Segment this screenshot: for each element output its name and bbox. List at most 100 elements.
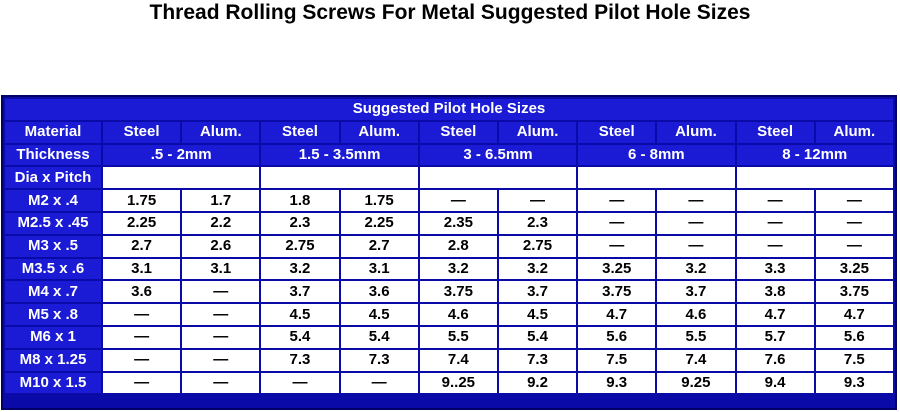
- thickness-label: Thickness: [5, 144, 101, 166]
- material-header-cell: Alum.: [182, 121, 260, 143]
- size-label-cell: M8 x 1.25: [5, 349, 101, 371]
- value-cell: —: [578, 212, 656, 234]
- material-header-cell: Alum.: [815, 121, 893, 143]
- value-cell: 5.7: [736, 326, 814, 348]
- blank-cell: [419, 167, 577, 189]
- value-cell: —: [736, 212, 814, 234]
- material-header-cell: Steel: [261, 121, 339, 143]
- value-cell: 4.7: [578, 304, 656, 325]
- value-cell: —: [498, 190, 577, 211]
- table-row: M2.5 x .45 2.25 2.2 2.3 2.25 2.35 2.3— — — —: [5, 212, 893, 234]
- material-header-cell: Steel: [736, 121, 814, 143]
- value-cell: 1.75: [103, 190, 181, 211]
- value-cell: —: [657, 235, 735, 257]
- material-header-cell: Alum.: [340, 121, 418, 143]
- value-cell: —: [736, 190, 814, 211]
- value-cell: —: [182, 372, 260, 394]
- value-cell: —: [815, 235, 893, 257]
- value-cell: 3.2: [498, 258, 577, 280]
- size-label-cell: M5 x .8: [5, 304, 101, 325]
- value-cell: 3.2: [657, 258, 735, 280]
- blank-cell: [578, 167, 735, 189]
- value-cell: —: [103, 349, 181, 371]
- value-cell: 9.3: [815, 372, 893, 394]
- value-cell: 2.75: [498, 235, 577, 257]
- value-cell: 3.1: [182, 258, 260, 280]
- value-cell: 4.5: [261, 304, 339, 325]
- size-label-cell: M10 x 1.5: [5, 372, 101, 394]
- thickness-header-cell: 1.5 - 3.5mm: [261, 144, 418, 166]
- value-cell: 2.3: [261, 212, 339, 234]
- value-cell: 5.5: [657, 326, 735, 348]
- material-header-cell: Steel: [103, 121, 181, 143]
- table-row: M3 x .5 2.7 2.6 2.75 2.7 2.8 2.75— — — —: [5, 235, 893, 257]
- value-cell: 9.4: [736, 372, 814, 394]
- value-cell: 5.5: [419, 326, 497, 348]
- value-cell: 2.2: [182, 212, 260, 234]
- dia-pitch-label: Dia x Pitch: [5, 167, 101, 189]
- table-row: M10 x 1.5— — — —9..25 9.2 9.3 9.25 9.4 9.3: [5, 372, 893, 394]
- value-cell: —: [340, 372, 418, 394]
- value-cell: 2.35: [419, 212, 497, 234]
- table-row: M4 x .7 3.6—3.7 3.6 3.75 3.7 3.75 3.7 3.8 3.75: [5, 281, 893, 303]
- material-header-cell: Alum.: [657, 121, 735, 143]
- value-cell: 5.4: [261, 326, 339, 348]
- thickness-header-cell: .5 - 2mm: [103, 144, 260, 166]
- thickness-header-cell: 8 - 12mm: [736, 144, 893, 166]
- blank-cell: [261, 167, 418, 189]
- table-caption: Suggested Pilot Hole Sizes: [5, 99, 893, 120]
- value-cell: 4.5: [498, 304, 577, 325]
- blank-cell: [736, 167, 893, 189]
- value-cell: 2.6: [182, 235, 260, 257]
- value-cell: —: [815, 212, 893, 234]
- page-title: Thread Rolling Screws For Metal Suggeste…: [149, 1, 751, 24]
- value-cell: —: [261, 372, 339, 394]
- pilot-hole-table: Suggested Pilot Hole Sizes Material Stee…: [3, 97, 895, 395]
- value-cell: 3.2: [261, 258, 339, 280]
- value-cell: 9.3: [578, 372, 656, 394]
- value-cell: 3.8: [736, 281, 814, 303]
- thickness-header-cell: 3 - 6.5mm: [419, 144, 577, 166]
- blank-cell: [103, 167, 260, 189]
- value-cell: 4.6: [657, 304, 735, 325]
- thickness-header-cell: 6 - 8mm: [578, 144, 735, 166]
- value-cell: 1.75: [340, 190, 418, 211]
- value-cell: —: [578, 235, 656, 257]
- table-row: M3.5 x .6 3.1 3.1 3.2 3.1 3.2 3.2 3.25 3.2 3.3 3.2…: [5, 258, 893, 280]
- value-cell: 7.3: [340, 349, 418, 371]
- value-cell: 2.7: [103, 235, 181, 257]
- value-cell: 3.75: [419, 281, 497, 303]
- value-cell: —: [182, 326, 260, 348]
- value-cell: —: [657, 212, 735, 234]
- caption-row: Suggested Pilot Hole Sizes: [5, 99, 893, 120]
- value-cell: 5.4: [498, 326, 577, 348]
- value-cell: 2.3: [498, 212, 577, 234]
- value-cell: 3.7: [261, 281, 339, 303]
- value-cell: 9..25: [419, 372, 497, 394]
- size-label-cell: M6 x 1: [5, 326, 101, 348]
- value-cell: —: [736, 235, 814, 257]
- value-cell: 7.3: [498, 349, 577, 371]
- value-cell: 7.4: [419, 349, 497, 371]
- material-header-cell: Steel: [419, 121, 497, 143]
- value-cell: 2.7: [340, 235, 418, 257]
- value-cell: 7.6: [736, 349, 814, 371]
- value-cell: —: [103, 304, 181, 325]
- value-cell: 4.7: [736, 304, 814, 325]
- value-cell: 3.3: [736, 258, 814, 280]
- table-row: M6 x 1— —5.4 5.4 5.5 5.4 5.6 5.5 5.7 5.6: [5, 326, 893, 348]
- value-cell: 7.4: [657, 349, 735, 371]
- value-cell: 9.2: [498, 372, 577, 394]
- size-label-cell: M4 x .7: [5, 281, 101, 303]
- value-cell: 1.8: [261, 190, 339, 211]
- value-cell: —: [103, 372, 181, 394]
- size-label-cell: M2 x .4: [5, 190, 101, 211]
- value-cell: 9.25: [657, 372, 735, 394]
- value-cell: 2.75: [261, 235, 339, 257]
- value-cell: 3.1: [340, 258, 418, 280]
- value-cell: 3.2: [419, 258, 497, 280]
- value-cell: —: [103, 326, 181, 348]
- value-cell: 2.25: [103, 212, 181, 234]
- value-cell: 3.6: [340, 281, 418, 303]
- table-row: M5 x .8— —4.5 4.5 4.6 4.5 4.7 4.6 4.7 4.7: [5, 304, 893, 325]
